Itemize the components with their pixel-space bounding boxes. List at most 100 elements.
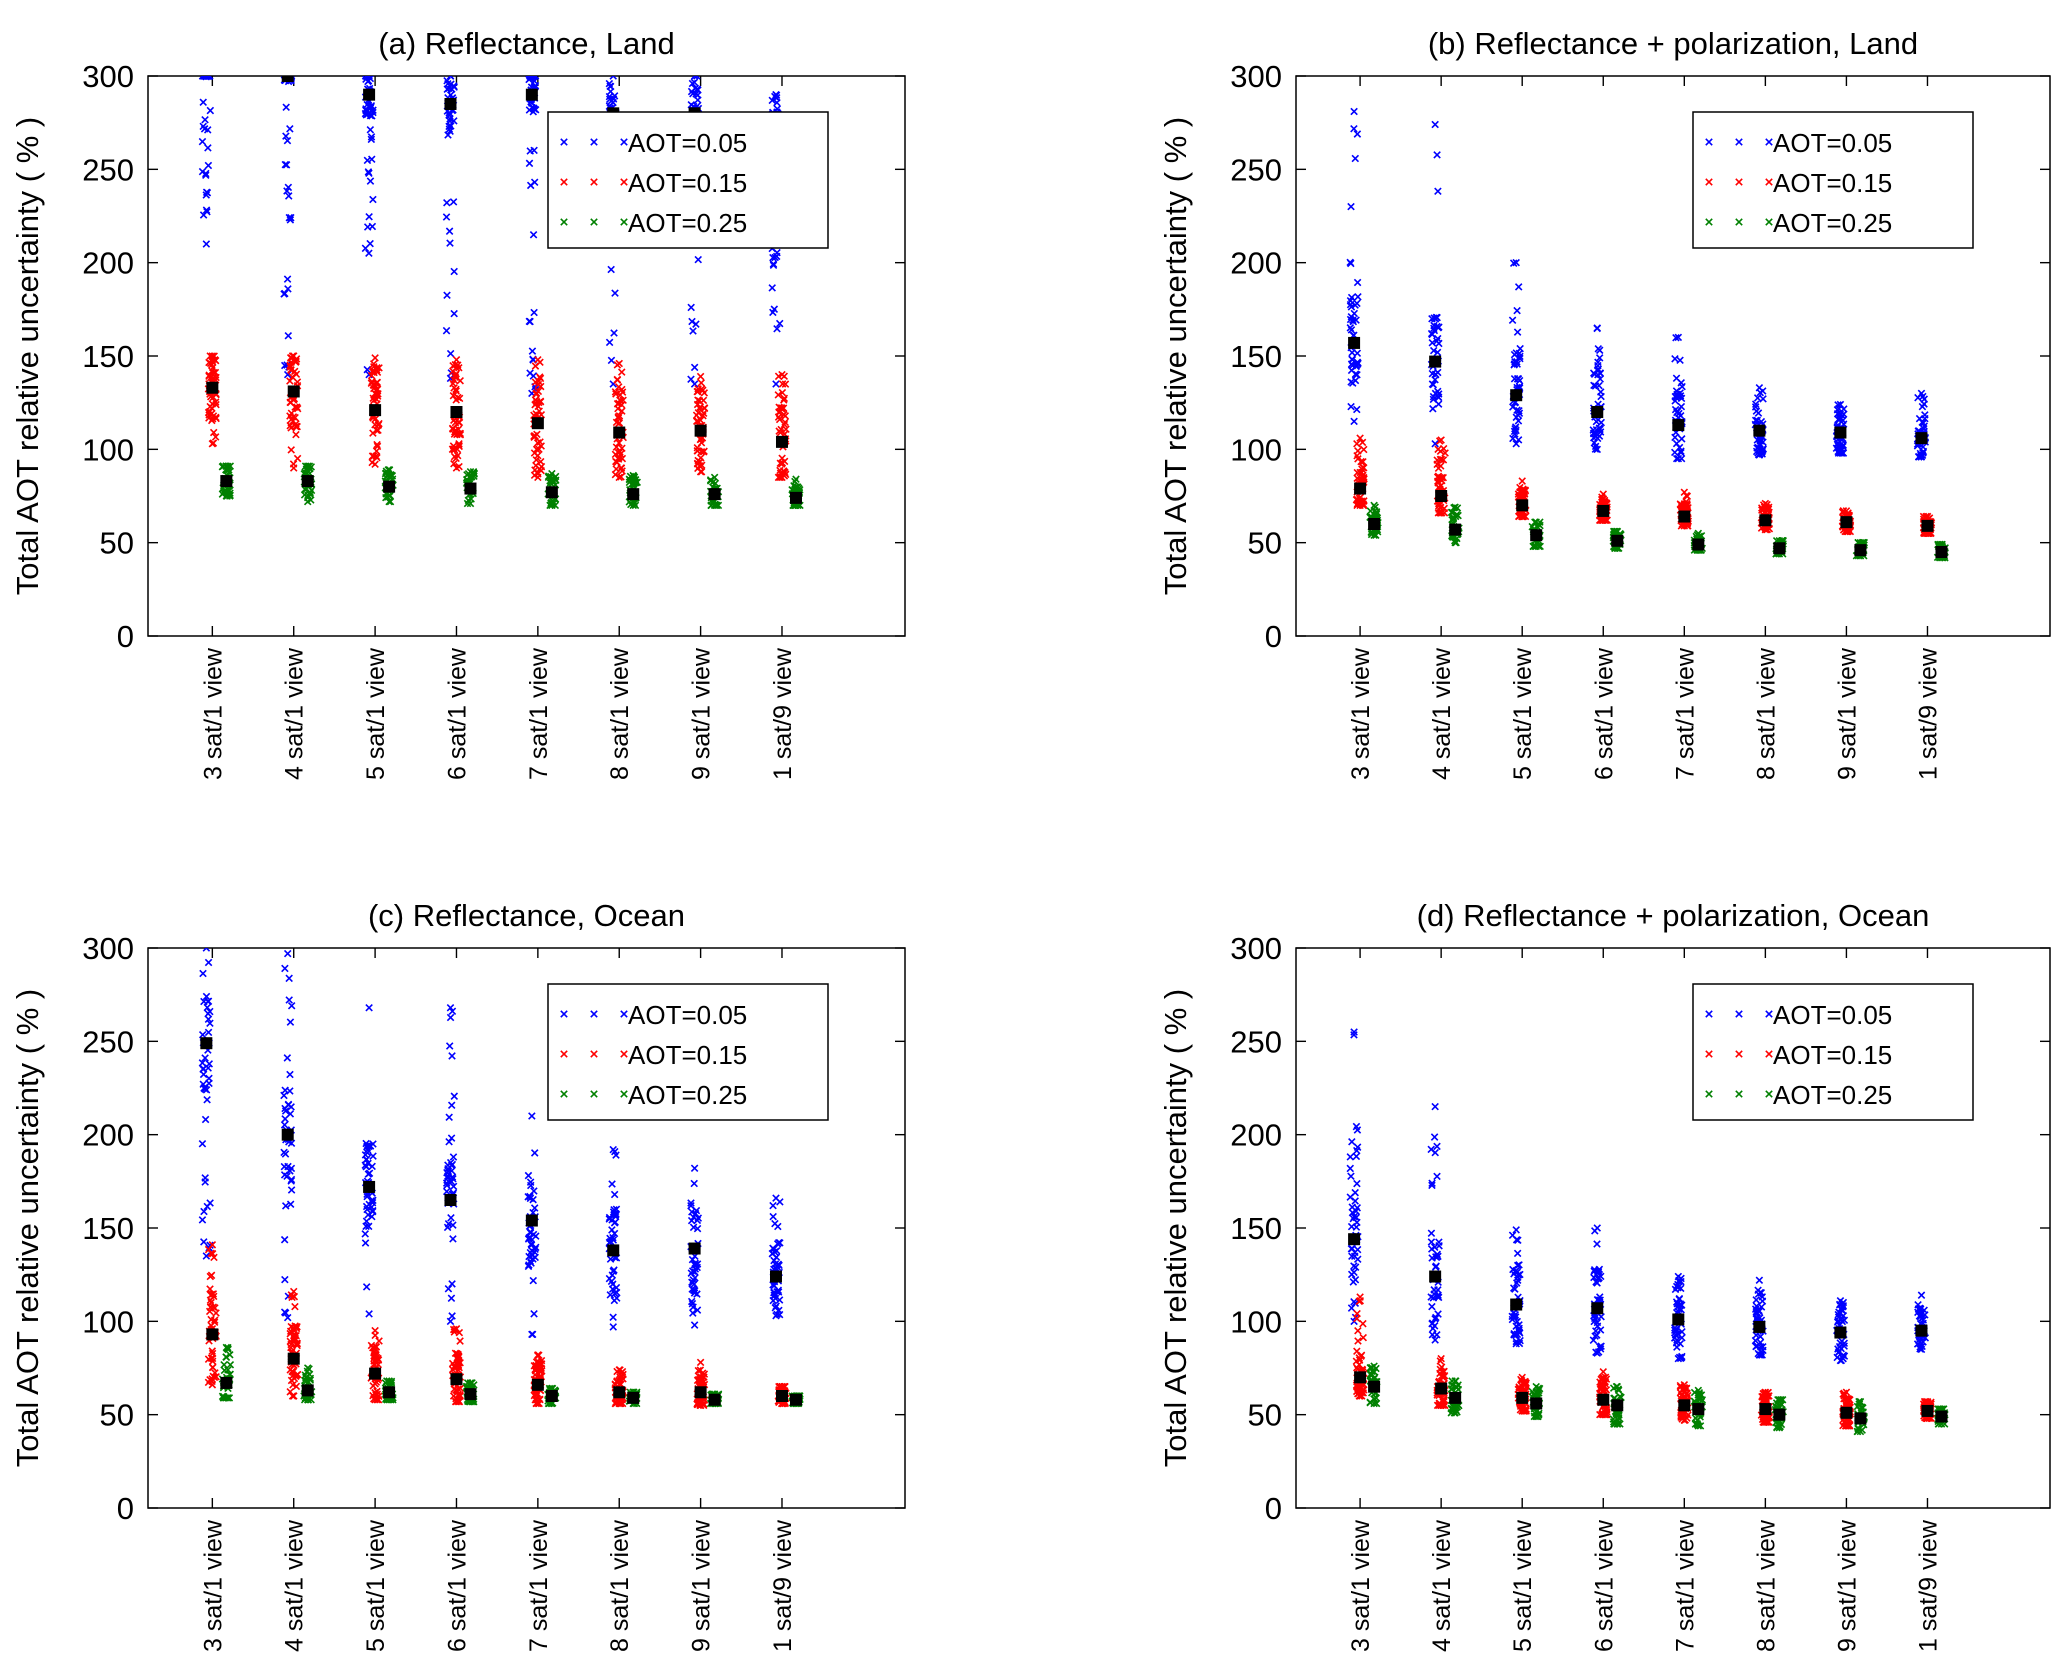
data-point [608,1271,617,1279]
data-point [303,462,312,470]
data-point [1673,1299,1682,1308]
data-point [203,1003,212,1012]
data-point [610,1229,619,1238]
data-point [450,267,458,276]
data-point [363,1192,371,1201]
data-point [770,1248,779,1256]
data-point [361,1161,370,1170]
data-point [453,1360,462,1368]
data-point [286,377,294,385]
data-point [692,417,701,426]
data-point [289,352,298,360]
data-point [205,371,213,379]
data-point [1835,1342,1844,1351]
y-tick-label: 250 [82,152,134,187]
data-point [208,439,217,448]
data-point [1755,1306,1763,1315]
data-point [1756,1332,1765,1341]
data-point [1512,1337,1521,1346]
data-point [208,1249,217,1258]
mean-marker [607,1244,620,1257]
data-point [222,1353,230,1361]
x-tick-label: 7 sat/1 view [1671,1519,1699,1652]
data-point [1756,1351,1765,1359]
data-point [287,213,295,222]
data-point [1346,1153,1355,1161]
data-point [774,1222,782,1231]
data-point [780,420,789,429]
data-point [286,1200,295,1208]
data-point [283,1054,292,1062]
data-point [283,275,292,283]
data-point [1451,503,1459,511]
data-point [449,1221,457,1229]
data-point [534,355,542,364]
data-point [1856,1427,1865,1436]
data-point [700,447,708,455]
data-point [691,1268,699,1276]
data-point [687,303,695,312]
mean-marker [369,404,382,417]
data-point [1346,1164,1355,1173]
data-point [1677,448,1685,457]
data-point [1427,1145,1435,1154]
data-point [693,76,701,80]
data-point [375,419,383,428]
data-point [443,1181,451,1190]
data-point [370,396,378,405]
data-point [1518,512,1526,521]
data-point [1680,488,1689,497]
data-point [365,1142,373,1151]
data-point [769,308,777,317]
data-point [1356,501,1364,510]
mean-marker [1597,1393,1610,1406]
data-point [1430,1133,1439,1141]
data-point [1918,402,1927,411]
data-point [1597,516,1606,525]
data-point [617,473,625,481]
legend-marker [590,178,598,186]
data-point [530,449,539,457]
data-point [442,326,451,335]
data-point [371,460,379,469]
chart-panel-2: (b) Reflectance + polarization, Land Tota… [1158,26,2051,780]
mean-marker [220,475,233,488]
data-point [618,407,626,415]
data-point [362,1155,370,1164]
data-point [1680,501,1688,510]
x-tick-label: 9 sat/1 view [1833,1519,1861,1652]
data-point [455,441,463,450]
data-point [1673,1343,1681,1351]
data-point [696,1358,705,1367]
data-point [1613,527,1622,536]
data-point [792,475,800,483]
mean-marker [450,1373,463,1386]
mean-marker [545,486,558,499]
data-point [528,1330,536,1339]
data-point [1354,293,1362,301]
data-point [1613,1382,1622,1391]
data-point [280,1235,289,1244]
data-point [1518,1373,1526,1382]
data-point [1347,378,1355,386]
data-point [445,122,453,131]
data-point [773,325,781,333]
data-point [1428,1179,1436,1188]
data-point [605,338,614,347]
x-tick-label: 5 sat/1 view [1509,647,1537,780]
data-point [373,440,381,449]
data-point [1514,411,1522,419]
data-point [615,1366,623,1374]
data-point [537,442,545,450]
data-point [371,390,380,398]
x-tick-label: 4 sat/1 view [281,647,309,780]
mean-marker [1597,504,1610,517]
data-point [1347,312,1356,321]
legend-marker [1705,1090,1713,1098]
data-point [532,456,541,464]
data-point [1347,1245,1356,1253]
data-point [1512,1226,1520,1234]
legend-marker [1735,1090,1743,1098]
data-point [618,467,626,475]
data-point [1752,1296,1760,1304]
